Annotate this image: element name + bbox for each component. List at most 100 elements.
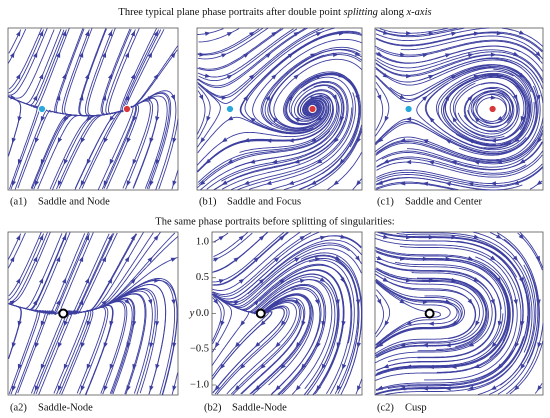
arrowhead — [513, 137, 520, 143]
streamline — [376, 177, 488, 191]
streamline — [376, 163, 543, 184]
streamline — [198, 28, 240, 43]
arrowhead — [294, 298, 301, 304]
arrowhead — [355, 299, 361, 306]
streamline — [213, 120, 345, 191]
arrowhead — [310, 137, 317, 142]
streamline — [374, 85, 539, 155]
streamline — [334, 259, 359, 395]
arrowhead — [220, 320, 225, 327]
streamline — [7, 232, 26, 269]
arrowhead — [226, 31, 233, 37]
streamline — [7, 233, 45, 301]
arrowhead — [299, 278, 306, 284]
arrowhead — [513, 94, 518, 101]
arrowhead — [130, 30, 135, 37]
arrowhead — [288, 180, 295, 185]
arrowhead — [467, 298, 473, 305]
streamline — [375, 278, 487, 359]
arrowhead — [473, 277, 480, 283]
streamline — [375, 118, 535, 154]
panel-tag: (a2) — [10, 402, 27, 413]
streamline — [375, 27, 459, 37]
arrowhead — [377, 137, 384, 143]
arrowhead — [34, 180, 40, 187]
arrowhead — [271, 159, 278, 164]
streamline — [215, 81, 348, 190]
arrowhead — [130, 73, 136, 80]
panel-tag: (a1) — [10, 196, 27, 207]
arrowhead — [34, 342, 40, 349]
arrowhead — [238, 235, 245, 241]
panel-caption: Saddle and Node — [38, 196, 110, 207]
streamline — [197, 28, 224, 35]
arrowhead — [130, 278, 136, 284]
arrowhead — [243, 180, 250, 185]
streamline — [375, 294, 529, 396]
arrowhead — [260, 320, 266, 326]
streamline — [213, 248, 362, 305]
panel-tag: (b1) — [199, 196, 217, 207]
arrowhead — [376, 298, 382, 305]
streamline — [376, 268, 488, 350]
streamline — [375, 237, 522, 378]
arrowhead — [84, 277, 90, 284]
arrowhead — [155, 363, 160, 370]
arrowhead — [215, 342, 220, 348]
arrowhead — [234, 341, 241, 348]
streamline — [252, 293, 313, 396]
streamline — [375, 278, 463, 348]
streamline — [472, 231, 535, 386]
streamline — [506, 323, 544, 395]
arrowhead — [317, 115, 323, 122]
arrowhead — [520, 116, 525, 122]
phase-portrait — [7, 231, 179, 396]
arrowhead — [38, 234, 44, 241]
phase-portrait — [374, 27, 544, 191]
arrowhead — [384, 320, 390, 327]
arrowhead — [428, 321, 434, 326]
arrowhead — [170, 257, 177, 262]
arrowhead — [38, 30, 44, 37]
streamline — [8, 29, 67, 107]
arrowhead — [199, 52, 205, 57]
streamline — [375, 32, 543, 53]
streamline — [376, 259, 506, 374]
streamline — [262, 49, 362, 125]
streamline — [253, 283, 327, 395]
streamline — [8, 232, 51, 304]
arrowhead — [62, 30, 67, 37]
streamline — [237, 76, 354, 191]
streamline — [206, 84, 345, 190]
streamline — [197, 93, 334, 173]
arrowhead — [199, 180, 206, 186]
arrowhead — [153, 234, 159, 241]
streamline — [298, 124, 363, 190]
arrowhead — [496, 115, 503, 121]
streamline — [400, 35, 544, 60]
arrowhead — [319, 277, 326, 283]
arrowhead — [288, 138, 294, 143]
streamline — [7, 303, 22, 360]
streamline — [248, 92, 356, 190]
panel-caption: Cusp — [405, 402, 427, 413]
streamline — [375, 181, 459, 191]
arrowhead — [496, 30, 503, 36]
arrowhead — [221, 95, 228, 101]
streamline — [375, 31, 543, 52]
streamline — [380, 231, 530, 336]
arrowhead — [15, 277, 21, 284]
streamline — [375, 248, 511, 373]
arrowhead — [17, 320, 22, 327]
arrowhead — [518, 30, 525, 35]
arrowhead — [33, 256, 38, 263]
singular-point — [37, 104, 47, 114]
arrowhead — [271, 31, 278, 37]
streamline — [489, 238, 539, 395]
y-tick-label: −0.5 — [190, 344, 209, 355]
arrowhead — [221, 137, 228, 143]
arrowhead — [339, 116, 345, 122]
streamline — [197, 28, 284, 71]
arrowhead — [227, 159, 234, 164]
arrowhead — [273, 256, 280, 263]
